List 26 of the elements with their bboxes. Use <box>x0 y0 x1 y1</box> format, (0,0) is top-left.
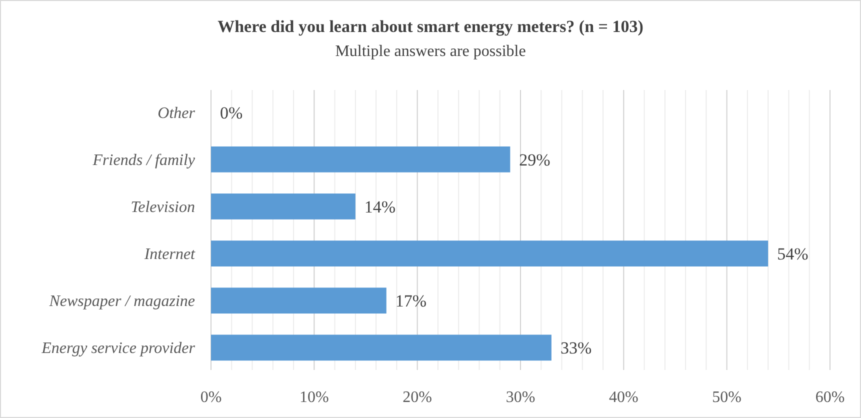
data-label: 33% <box>560 338 592 358</box>
x-tick-label: 50% <box>712 389 742 406</box>
data-label: 29% <box>519 150 550 170</box>
chart-subtitle: Multiple answers are possible <box>335 43 526 60</box>
y-tick-label: Other <box>158 104 196 122</box>
y-tick-label: Television <box>130 199 195 216</box>
bar <box>211 334 552 361</box>
x-tick-label: 10% <box>300 389 329 406</box>
data-label: 0% <box>220 103 243 122</box>
bar <box>211 194 356 220</box>
data-label: 17% <box>395 292 427 311</box>
x-tick-label: 0% <box>200 389 222 406</box>
y-tick-label: Friends / family <box>92 152 196 170</box>
y-tick-label: Newspaper / magazine <box>48 293 195 310</box>
x-tick-label: 40% <box>609 389 638 406</box>
bar <box>211 240 768 266</box>
x-tick-label: 20% <box>402 389 432 406</box>
data-label: 14% <box>364 197 396 216</box>
bar <box>211 146 510 172</box>
chart-title: Where did you learn about smart energy meters? (n = 103) <box>218 17 644 36</box>
x-tick-label: 60% <box>815 389 845 406</box>
y-tick-label: Energy service provider <box>40 340 196 358</box>
x-tick-label: 30% <box>506 389 536 406</box>
data-label: 54% <box>777 244 808 264</box>
bar <box>211 288 386 314</box>
y-tick-label: Internet <box>143 246 196 264</box>
